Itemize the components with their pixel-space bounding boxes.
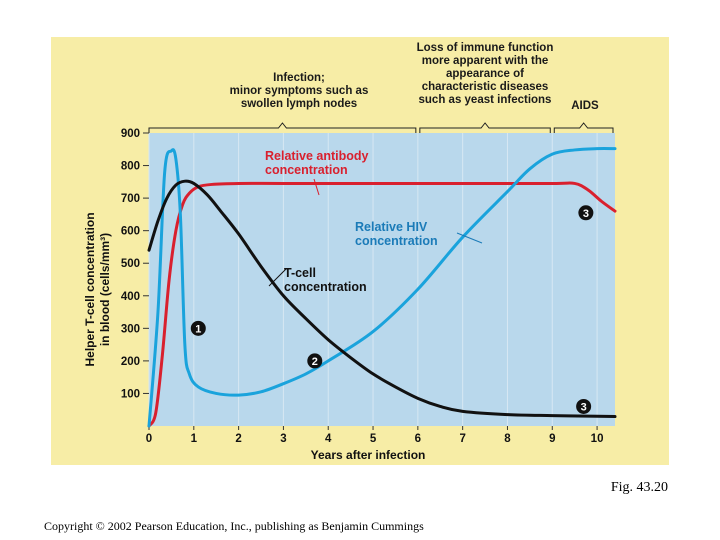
series [147,147,617,428]
infection-annotation-line: swollen lymph nodes [241,98,357,110]
antibody-leader-line [313,178,320,196]
y-axis-title-line2: in blood (cells/mm³) [98,233,112,346]
x-tick-label: 6 [415,433,421,445]
x-tick-label: 5 [370,433,377,445]
hiv-label-line1: Relative HIV [355,220,428,234]
aids-annotation-line: AIDS [571,100,599,112]
x-tick-label: 2 [235,433,241,445]
y-tick-label: 700 [121,193,140,205]
x-tick-label: 3 [280,433,286,445]
y-axis-title-line1: Helper T-cell concentration [83,212,97,366]
y-tick-label: 300 [121,323,140,335]
x-tick-label: 0 [146,433,152,445]
tcell-label-line1: T-cell [284,266,316,280]
marker-2-number: 2 [312,356,318,368]
infection-annotation-line: minor symptoms such as [230,85,369,97]
loss-annotation-line: characteristic diseases [422,81,549,93]
y-tick-label: 900 [121,128,140,140]
tcell-label-line2: concentration [284,280,367,294]
x-tick-label: 7 [459,433,465,445]
loss-bracket [419,122,551,133]
figure-caption: Fig. 43.20 [610,480,668,495]
axes: 0 1 2 3 4 5 6 7 8 9 10 100 200 300 400 500 600 700 800 900 [121,128,604,445]
period-annotations: Infection;minor symptoms such asswollen … [148,42,614,133]
loss-annotation-line: appearance of [446,68,524,80]
antibody-line [147,181,617,428]
x-tick-label: 10 [591,433,604,445]
y-tick-label: 400 [121,291,140,303]
infection-annotation-line: Infection; [273,72,325,84]
hiv-line [147,147,617,428]
y-tick-label: 500 [121,258,140,270]
y-tick-label: 800 [121,161,140,173]
figure-panel: Infection; minor symptoms such as swollen … [51,37,669,465]
marker-3-number: 3 [581,401,587,413]
y-tick-label: 200 [121,356,140,368]
antibody-label-line2: concentration [265,163,348,177]
loss-annotation-line: more apparent with the [422,55,549,67]
copyright-notice: Copyright © 2002 Pearson Education, Inc.… [44,519,424,533]
y-tick-label: 600 [121,226,140,238]
antibody-label-line1: Relative antibody [265,149,369,163]
tcell-line [147,179,617,419]
x-tick-label: 1 [191,433,198,445]
aids-bracket [553,122,614,133]
marker-1-badge [190,320,206,336]
numbered-markers: 1 2 3 3 [190,205,594,414]
x-tick-label: 8 [504,433,511,445]
marker-1-number: 1 [195,323,201,335]
loss-annotation-line: such as yeast infections [419,94,552,106]
plot-area [149,133,615,426]
hiv-progression-chart: Infection;minor symptoms such asswollen … [83,42,617,462]
loss-annotation-line: Loss of immune function [417,42,554,54]
hiv-leader-line [456,232,483,244]
marker-3-badge [578,205,594,221]
x-axis-title: Years after infection [311,448,426,462]
x-tick-label: 9 [549,433,555,445]
tcell-leader-line [268,268,287,287]
hiv-label-line2: concentration [355,234,438,248]
y-tick-label: 100 [121,388,140,400]
infection-bracket [148,122,417,133]
marker-3-badge [576,398,592,414]
x-tick-label: 4 [325,433,332,445]
marker-3-number: 3 [583,208,589,220]
marker-2-badge [307,353,323,369]
